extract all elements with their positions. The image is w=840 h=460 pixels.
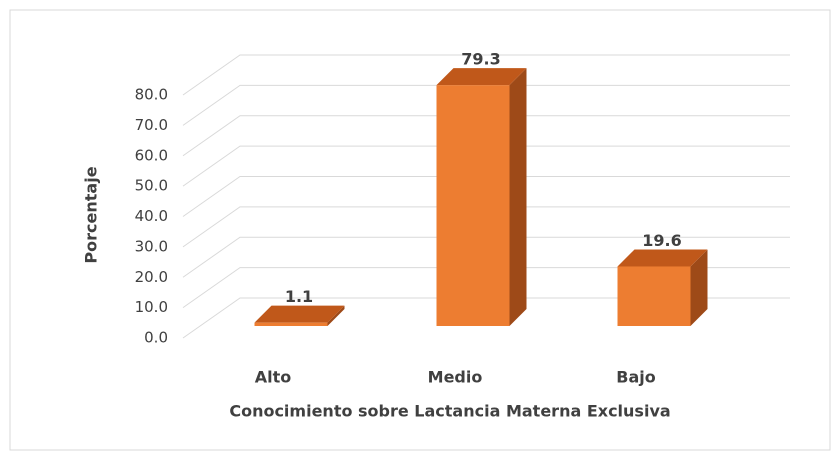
bar (254, 305, 345, 326)
x-tick-label: Medio (428, 368, 483, 387)
value-label: 79.3 (461, 50, 500, 69)
value-label: 1.1 (285, 287, 313, 306)
grid-line (182, 84, 790, 126)
bar-side (327, 305, 345, 326)
y-tick-label: 10.0 (135, 298, 168, 316)
bar-front (617, 266, 691, 326)
bar-front (254, 322, 328, 326)
y-tick-label: 40.0 (135, 207, 168, 225)
x-axis-title: Conocimiento sobre Lactancia Materna Exc… (229, 402, 670, 421)
bar-side (509, 68, 527, 326)
bar (436, 68, 527, 326)
grid (182, 54, 790, 339)
bar-front (436, 85, 510, 326)
grid-line (182, 297, 790, 339)
y-tick-label: 60.0 (135, 146, 168, 164)
grid-line (182, 267, 790, 309)
grid-line (182, 54, 790, 96)
value-label: 19.6 (642, 231, 681, 250)
grid-line (182, 115, 790, 157)
bars (254, 68, 708, 326)
grid-line (182, 145, 790, 187)
y-tick-label: 70.0 (135, 116, 168, 134)
x-tick-label: Alto (255, 368, 292, 387)
y-axis-title: Porcentaje (82, 166, 101, 263)
grid-line (182, 206, 790, 248)
bar-top (436, 68, 527, 86)
chart-border (9, 9, 831, 451)
y-tick-label: 20.0 (135, 268, 168, 286)
x-tick-label: Bajo (616, 368, 655, 387)
y-tick-label: 30.0 (135, 237, 168, 255)
y-tick-label: 80.0 (135, 86, 168, 104)
bar-side (690, 249, 708, 326)
bar-top (254, 305, 345, 323)
grid-line (182, 176, 790, 217)
y-tick-label: 0.0 (144, 329, 168, 347)
grid-line (182, 236, 790, 278)
bar-top (617, 249, 708, 267)
y-tick-label: 50.0 (135, 177, 168, 195)
bar (617, 249, 708, 326)
